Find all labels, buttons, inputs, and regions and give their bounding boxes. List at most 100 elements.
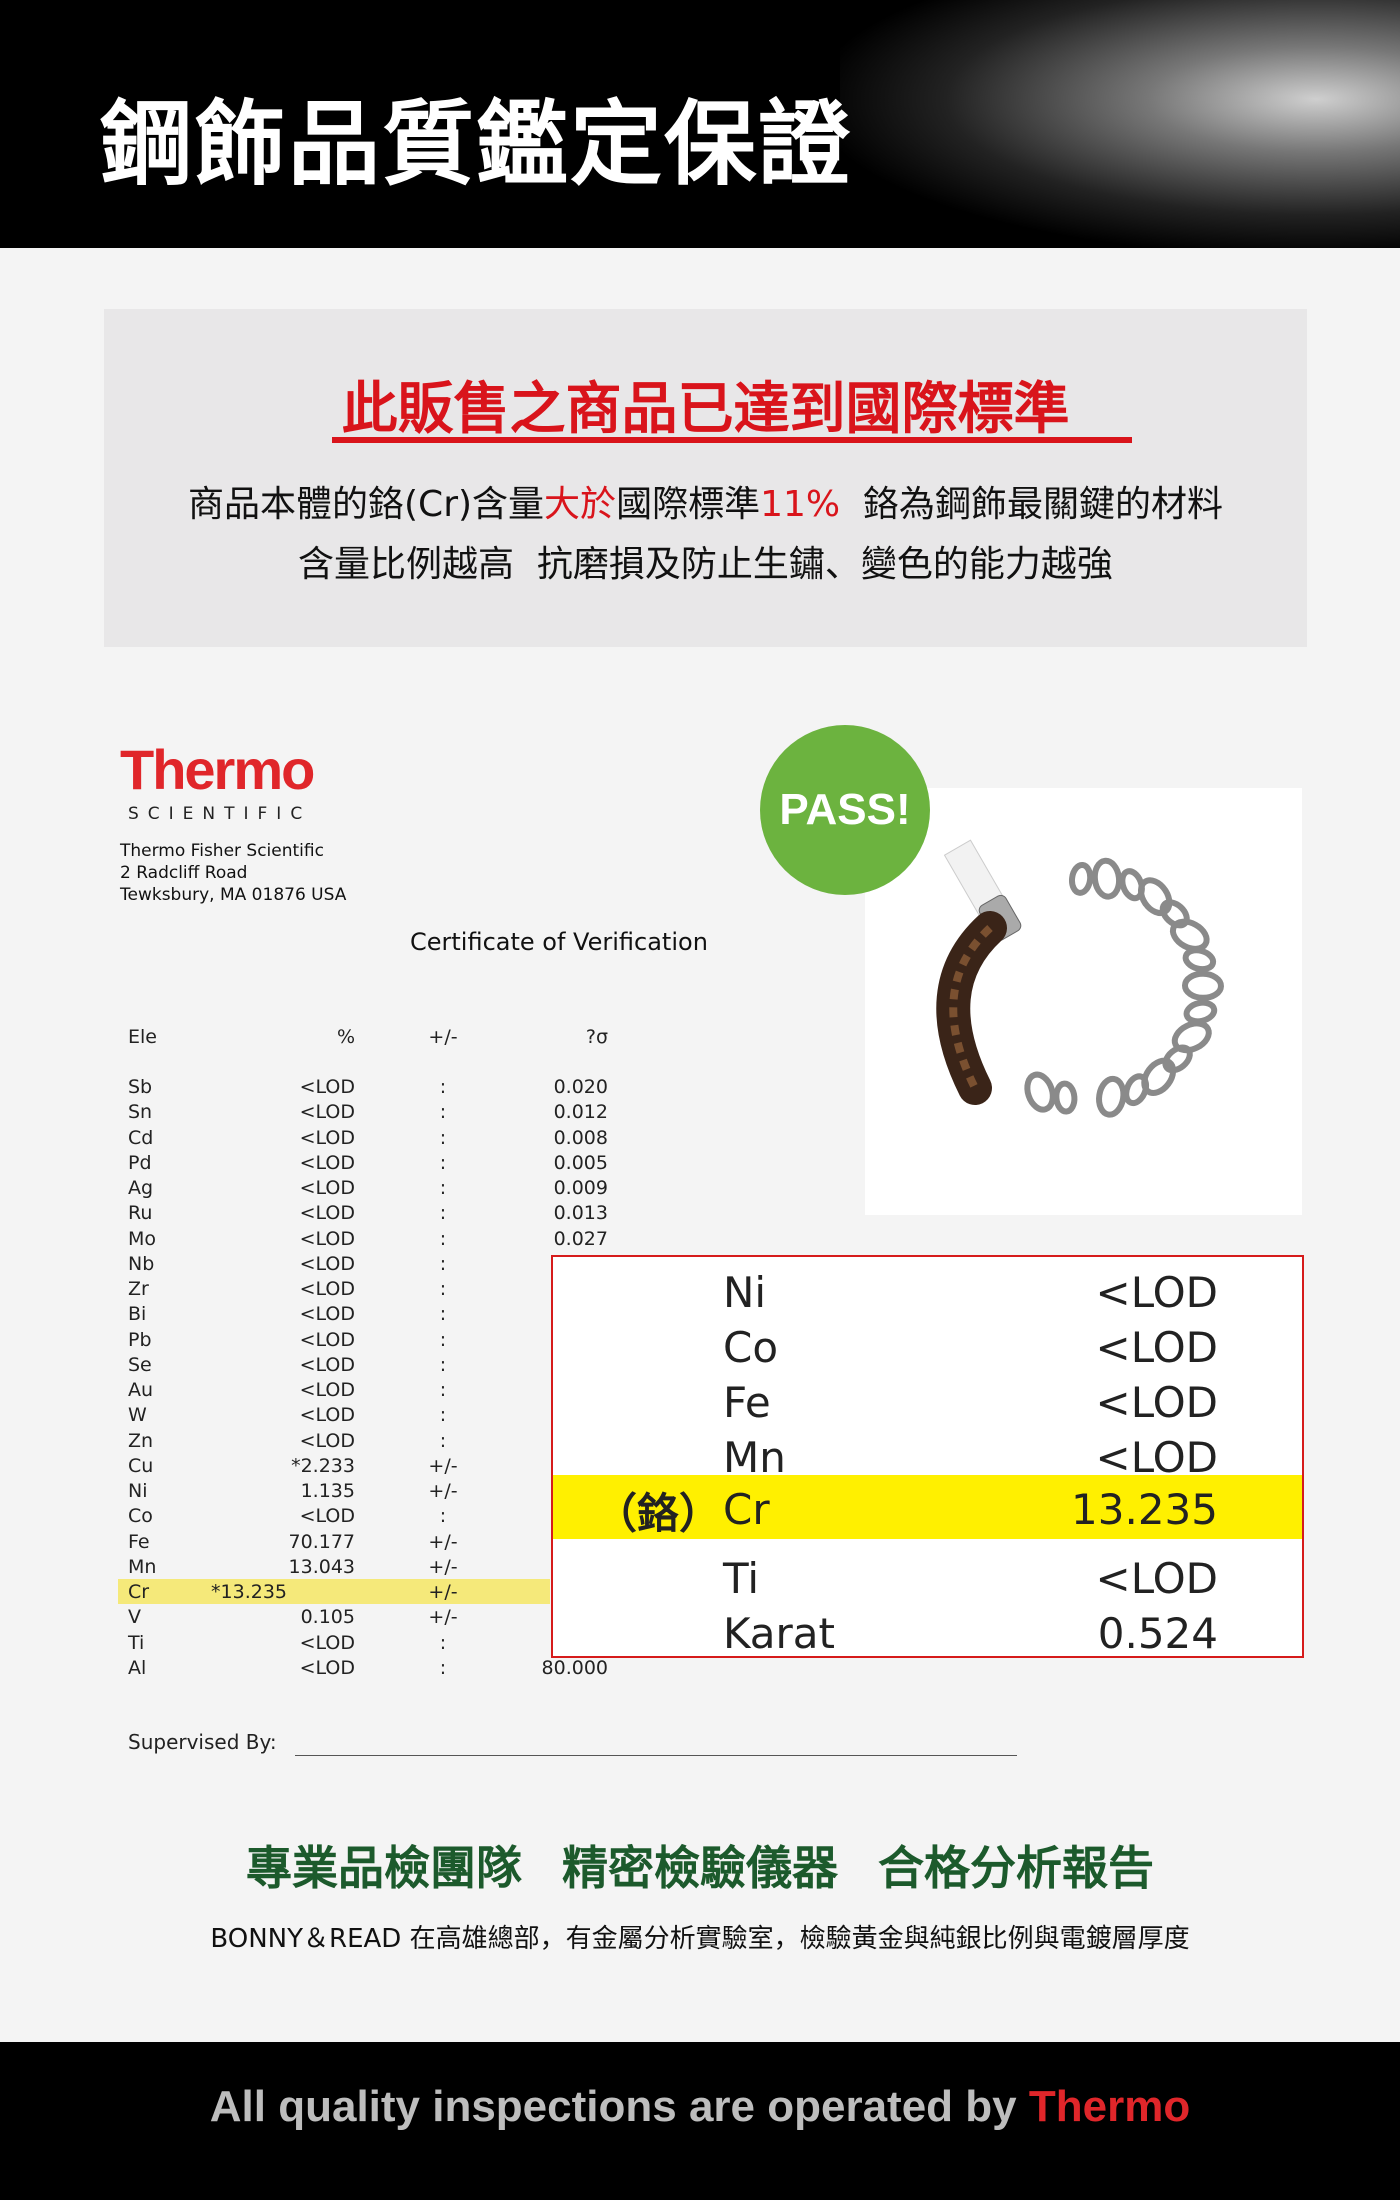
cell-c1: Bi (128, 1303, 147, 1326)
cell-c2: <LOD (299, 1126, 355, 1149)
cell-c3: : (439, 1252, 447, 1275)
cell-c1: Ni (128, 1480, 148, 1503)
cell-c2: 0.105 (300, 1606, 355, 1629)
cell-c1: Zr (128, 1278, 149, 1301)
callout-element: Mn (723, 1433, 786, 1482)
chain-link (1068, 861, 1094, 896)
cell-c3: +/- (428, 1026, 458, 1048)
table-row: Cu *2.233 +/- (118, 1453, 618, 1478)
cell-c1: Nb (128, 1252, 155, 1275)
cell-c3: : (439, 1151, 447, 1174)
table-row: Sb <LOD: 0.020 (118, 1074, 618, 1099)
table-row: Nb <LOD: (118, 1251, 618, 1276)
callout-row: Ti <LOD (553, 1551, 1302, 1606)
chain-link (1171, 1020, 1212, 1054)
cell-c4: 0.008 (553, 1126, 608, 1149)
table-row: Zr <LOD: (118, 1276, 618, 1301)
chain-link (1119, 868, 1145, 902)
cell-c3: : (439, 1076, 447, 1098)
logo-wordmark: Thermo (120, 738, 315, 801)
chain-link (1141, 1057, 1177, 1096)
callout-element: Ti (723, 1554, 760, 1603)
cell-c3: +/- (428, 1581, 458, 1604)
table-header: Ele% +/- ?σ (118, 1024, 618, 1049)
table-row: Fe 70.177 +/- (118, 1529, 618, 1554)
cell-c4: 0.020 (553, 1076, 608, 1098)
table-row: Al <LOD: 80.000 (118, 1655, 618, 1680)
chromium-label: （鉻） (595, 1489, 722, 1538)
chain-link (1096, 1075, 1127, 1118)
lab-description: BONNY＆READ 在高雄總部，有金屬分析實驗室，檢驗黃金與純銀比例與電鍍層厚… (210, 1924, 1190, 1954)
cell-c3: +/- (428, 1454, 458, 1477)
cell-c2: <LOD (299, 1429, 355, 1452)
callout-element: Fe (723, 1378, 771, 1427)
cell-c4: 0.012 (553, 1101, 608, 1124)
footer: All quality inspections are operated by … (0, 2042, 1400, 2200)
table-row: Sn <LOD: 0.012 (118, 1099, 618, 1124)
cell-c1: Mn (128, 1555, 157, 1578)
callout-element: Co (723, 1323, 779, 1372)
cell-c1: V (128, 1606, 141, 1629)
callout-row: Co <LOD (553, 1320, 1302, 1375)
table-row: Zn <LOD: (118, 1428, 618, 1453)
table-row: Bi <LOD: (118, 1301, 618, 1326)
cell-c1: Pb (128, 1328, 152, 1351)
callout-row: （鉻） Cr 13.235 (553, 1475, 1302, 1539)
cell-c3: : (439, 1379, 447, 1402)
callout-value: <LOD (1095, 1433, 1219, 1482)
cell-c1: Mo (128, 1227, 157, 1250)
table-row: Ru <LOD: 0.013 (118, 1200, 618, 1225)
cell-c4: 0.005 (553, 1151, 608, 1174)
callout-value: <LOD (1095, 1323, 1219, 1372)
table-row: V 0.105 +/- (118, 1604, 618, 1629)
cell-c1: Au (128, 1379, 154, 1402)
cell-c1: Se (128, 1353, 152, 1376)
cell-c2: % (336, 1026, 355, 1048)
cell-c3: : (439, 1202, 447, 1225)
table-row: Se <LOD: (118, 1352, 618, 1377)
table-row: Ag <LOD: 0.009 (118, 1175, 618, 1200)
cell-c3: +/- (428, 1606, 458, 1629)
cell-c1: W (128, 1404, 147, 1427)
title-underline (332, 437, 1132, 443)
pass-badge: PASS! (760, 725, 930, 895)
cell-c3: : (439, 1227, 447, 1250)
cell-c4: 80.000 (541, 1656, 608, 1679)
address-line: Tewksbury, MA 01876 USA (120, 885, 347, 905)
supervised-by-label: Supervised By: (128, 1730, 277, 1754)
cell-c3: : (439, 1353, 447, 1376)
chain-link (1053, 1080, 1078, 1115)
chain-link (1024, 1071, 1056, 1113)
cell-c2: <LOD (299, 1278, 355, 1301)
chain-link (1091, 857, 1123, 900)
cell-c3: : (439, 1177, 447, 1200)
table-row: W <LOD: (118, 1402, 618, 1427)
cell-c4: 0.027 (553, 1227, 608, 1250)
cell-c3: +/- (428, 1530, 458, 1553)
chain-link (1159, 899, 1190, 929)
cell-c1: Ag (128, 1177, 154, 1200)
thermo-scientific-logo: Thermo SCIENTIFIC (120, 738, 315, 825)
cell-c3: : (439, 1126, 447, 1149)
cell-c1: Sn (128, 1101, 153, 1124)
bracelet-image (936, 839, 1224, 1118)
cell-c3: : (439, 1656, 447, 1679)
cell-c1: Cu (128, 1454, 154, 1477)
cell-c2: 13.043 (288, 1555, 355, 1578)
cell-c3: +/- (428, 1555, 458, 1578)
header-photo (840, 0, 1400, 248)
cell-c1: Ru (128, 1202, 153, 1225)
product-photo (865, 788, 1302, 1215)
address-line: 2 Radcliff Road (120, 863, 248, 883)
address: Thermo Fisher Scientific 2 Radcliff Road… (120, 840, 346, 906)
cell-c2: 70.177 (288, 1530, 355, 1553)
cell-c2: <LOD (299, 1101, 355, 1124)
cell-c2: <LOD (299, 1656, 355, 1679)
table-row: Mo <LOD: 0.027 (118, 1226, 618, 1251)
cell-c1: Sb (128, 1076, 153, 1098)
cell-c2: 1.135 (300, 1480, 355, 1503)
cell-c2: *2.233 (291, 1454, 355, 1477)
logo-subtitle: SCIENTIFIC (128, 804, 312, 824)
cell-c1: Pd (128, 1151, 152, 1174)
callout-element: Cr (723, 1485, 770, 1534)
